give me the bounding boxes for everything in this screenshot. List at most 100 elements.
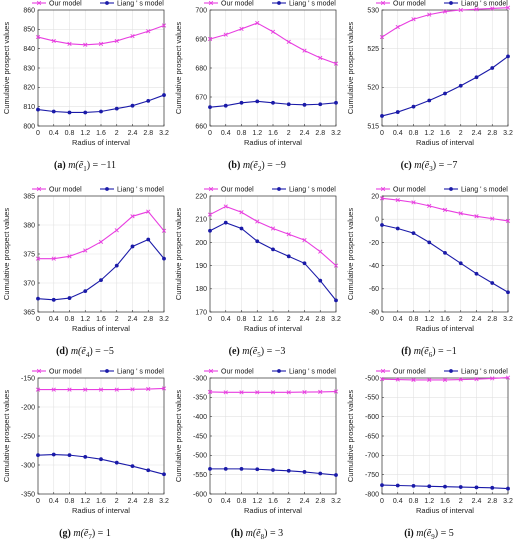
data-point-liangs-model — [334, 298, 338, 303]
caption-subscript: 7 — [88, 533, 92, 541]
legend: Our model Liang ' s model — [376, 369, 508, 376]
x-tick-label: 3.2 — [159, 316, 169, 323]
data-point-our-model — [333, 389, 339, 394]
data-point-liangs-model — [51, 297, 56, 302]
x-tick-label: 1.6 — [440, 316, 450, 323]
legend-marker-liangs-model — [277, 1, 281, 5]
x-tick-label: 1.6 — [440, 130, 450, 137]
data-point-liangs-model — [99, 457, 103, 462]
data-point-our-model — [67, 41, 72, 46]
chart-panel-3: 515 520 525 530 0 0.4 0.8 1.2 1.6 2 2.4 2.8 3.2 Radiu… — [344, 0, 514, 180]
x-tick-label: 0.8 — [409, 316, 419, 323]
legend-label-our-model: Our model — [49, 1, 82, 8]
y-tick-label: -550 — [193, 472, 207, 479]
x-axis-label: Radius of interval — [416, 138, 474, 147]
line-chart-4: 365 370 375 380 385 0 0.4 0.8 1.2 1.6 2 2.4 2.8 3.2 Ra… — [2, 186, 169, 334]
data-point-our-model — [35, 256, 41, 261]
y-tick-label: -800 — [365, 491, 379, 498]
data-point-liangs-model — [302, 470, 307, 474]
y-tick-label: 840 — [23, 46, 35, 53]
data-point-liangs-model — [146, 98, 151, 103]
x-tick-label: 2.8 — [487, 316, 497, 323]
legend-marker-liangs-model — [105, 1, 109, 5]
y-tick-label: -40 — [369, 263, 379, 270]
legend-label-liangs-model: Liang ' s model — [461, 369, 508, 376]
x-tick-label: 2 — [459, 130, 463, 137]
y-tick-label: 385 — [23, 193, 35, 200]
y-axis-label: Cumulative prospect values — [346, 22, 355, 114]
data-point-our-model — [239, 210, 244, 215]
y-tick-label: 525 — [367, 46, 379, 53]
y-tick-label: -300 — [21, 462, 35, 469]
data-point-our-model — [35, 387, 41, 392]
x-tick-label: 1.2 — [252, 316, 262, 323]
x-tick-label: 0.8 — [65, 498, 75, 505]
data-point-liangs-model — [458, 485, 463, 489]
data-point-liangs-model — [395, 226, 400, 231]
data-point-our-model — [270, 226, 276, 231]
data-point-liangs-model — [223, 466, 228, 471]
y-tick-label: -500 — [193, 453, 207, 460]
x-tick-label: 2 — [287, 130, 291, 137]
x-axis-label: Radius of interval — [72, 506, 130, 515]
data-point-liangs-model — [458, 83, 463, 88]
panel-caption: (i) m(ẽ9) = 5 — [344, 528, 514, 541]
data-point-liangs-model — [395, 110, 400, 114]
x-tick-label: 2 — [115, 498, 119, 505]
y-tick-label: -20 — [369, 240, 379, 247]
data-point-liangs-model — [208, 228, 212, 233]
data-point-liangs-model — [239, 466, 244, 471]
x-tick-label: 2 — [459, 498, 463, 505]
caption-value: ) = 5 — [434, 528, 454, 539]
x-tick-label: 2.8 — [487, 498, 497, 505]
data-point-our-model — [130, 214, 135, 219]
caption-expression: m(ẽ — [242, 346, 258, 357]
y-tick-label: -80 — [369, 309, 379, 316]
legend: Our model Liang ' s model — [32, 1, 164, 8]
x-tick-label: 1.2 — [424, 316, 434, 323]
data-point-liangs-model — [427, 98, 432, 103]
caption-letter: (e) — [228, 346, 240, 357]
data-point-liangs-model — [114, 460, 119, 465]
data-point-liangs-model — [255, 99, 260, 104]
x-tick-label: 0.4 — [393, 316, 403, 323]
x-tick-label: 3.2 — [331, 316, 341, 323]
data-point-our-model — [427, 377, 432, 383]
data-point-our-model — [411, 17, 416, 22]
x-tick-label: 2.4 — [472, 130, 482, 137]
x-tick-label: 1.6 — [268, 130, 278, 137]
caption-subscript: 8 — [260, 533, 265, 541]
data-point-liangs-model — [302, 102, 307, 107]
y-tick-label: 530 — [367, 7, 379, 14]
data-point-our-model — [474, 377, 479, 382]
caption-expression: m(ẽ — [414, 160, 430, 171]
data-point-liangs-model — [146, 237, 151, 242]
x-tick-label: 0.4 — [221, 316, 231, 323]
data-point-liangs-model — [162, 93, 166, 97]
caption-value: ) = −1 — [432, 346, 457, 357]
y-tick-label: 810 — [23, 104, 35, 111]
y-tick-label: -60 — [369, 286, 379, 293]
x-tick-label: 0 — [208, 498, 212, 505]
data-point-our-model — [270, 29, 276, 34]
line-chart-3: 515 520 525 530 0 0.4 0.8 1.2 1.6 2 2.4 2.8 3.2 Radiu… — [346, 1, 513, 148]
x-tick-label: 0.8 — [409, 498, 419, 505]
data-point-liangs-model — [130, 464, 135, 469]
y-tick-label: 210 — [195, 217, 207, 224]
chart-panel-9: -800 -750 -700 -650 -600 -550 -500 0 0.4 0.8 1.2 1.… — [344, 368, 514, 548]
data-point-our-model — [458, 7, 463, 13]
x-tick-label: 0 — [380, 130, 384, 137]
data-point-our-model — [318, 389, 323, 395]
caption-subscript: 1 — [83, 165, 87, 173]
legend-marker-our-model — [36, 186, 42, 192]
data-point-liangs-model — [130, 103, 135, 108]
x-tick-label: 2.8 — [487, 130, 497, 137]
data-point-our-model — [505, 218, 511, 224]
caption-subscript: 6 — [428, 351, 433, 359]
data-point-our-model — [146, 29, 151, 34]
data-point-liangs-model — [83, 289, 88, 294]
x-tick-label: 3.2 — [331, 498, 341, 505]
caption-expression: m(ẽ — [245, 528, 261, 539]
legend-marker-liangs-model — [449, 369, 453, 373]
x-tick-label: 3.2 — [331, 130, 341, 137]
